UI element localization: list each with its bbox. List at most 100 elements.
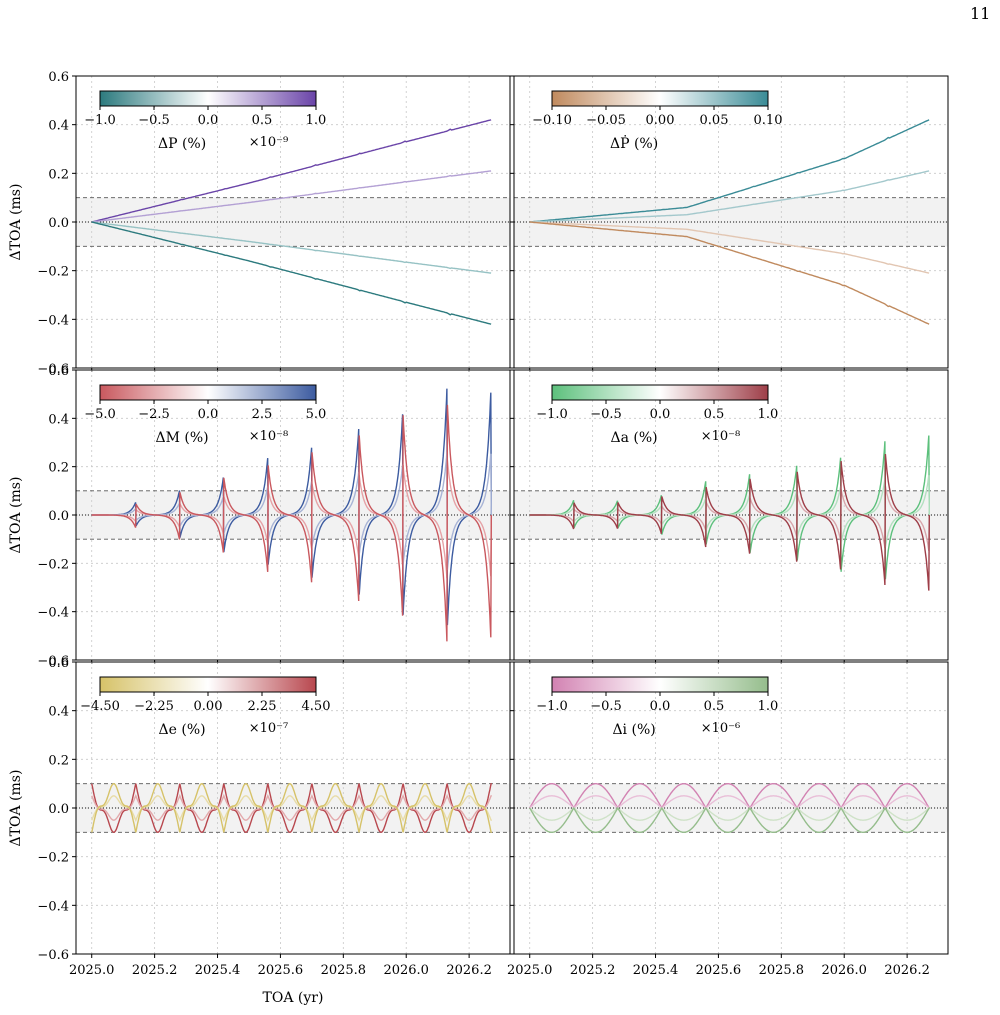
series-line-3 [529, 453, 930, 591]
y-tick-label: −0.2 [37, 265, 69, 280]
colorbar-tick-label: −5.0 [84, 407, 116, 422]
colorbar-tick-label: 0.5 [704, 699, 725, 714]
colorbar-tick-label: 2.25 [248, 699, 277, 714]
y-tick-label: −0.6 [37, 362, 69, 377]
series-line-3 [529, 806, 930, 833]
panel-Pdot: −0.10 −0.05 0.00 0.05 0.10 ΔṖ (%) [510, 75, 949, 372]
panel-e: −0.6 −0.4 −0.2 0.0 0.2 0.4 0.6 2025.0 2025.2 2025… [8, 656, 511, 1006]
x-tick-label: 2025.4 [633, 963, 679, 978]
y-tick-label: 0.2 [48, 461, 69, 476]
panel-a: −1.0 −0.5 0.0 0.5 1.0 Δa (%) ×10⁻⁸ [510, 369, 949, 664]
colorbar-label: Δe (%) [159, 722, 206, 738]
series-line-0 [91, 783, 492, 834]
y-tick-label: 0.0 [48, 802, 69, 817]
series-line-1 [529, 170, 930, 223]
series-group [529, 119, 930, 325]
y-tick-label: 0.6 [48, 364, 69, 379]
colorbar-multiplier: ×10⁻⁶ [701, 721, 741, 736]
y-tick-label: 0.2 [48, 753, 69, 768]
colorbar-tick-label: 0.05 [700, 113, 729, 128]
colorbar-tick-label: 0.0 [198, 113, 219, 128]
x-axis-label: TOA (yr) [263, 990, 324, 1006]
y-tick-label: −0.4 [37, 899, 69, 914]
colorbar-label: Δa (%) [611, 430, 658, 446]
colorbar-label: Δi (%) [612, 722, 655, 738]
colorbar [99, 676, 317, 693]
y-tick-label: 0.4 [48, 119, 69, 134]
colorbar-tick-label: −0.5 [138, 113, 170, 128]
colorbar-tick-label: −1.0 [536, 407, 568, 422]
panel-i: 2025.0 2025.2 2025.4 2025.6 2025.8 2026.0 2026… [507, 661, 949, 978]
series-line-3 [91, 404, 492, 642]
colorbar-tick-label: −1.0 [84, 113, 116, 128]
x-tick-label: 2025.2 [570, 963, 616, 978]
x-tick-label: 2025.8 [759, 963, 805, 978]
x-tick-label: 2025.8 [321, 963, 367, 978]
x-tick-label: 2025.0 [69, 963, 115, 978]
colorbar-tick-label: 0.0 [650, 407, 671, 422]
x-tick-label: 2026.2 [446, 963, 492, 978]
colorbar-tick-label: 0.5 [252, 113, 273, 128]
x-tick-label: 2025.0 [507, 963, 553, 978]
y-tick-label: 0.0 [48, 509, 69, 524]
colorbar-tick-label: 1.0 [306, 113, 327, 128]
colorbar-tick-label: 0.0 [198, 407, 219, 422]
colorbar-tick-label: 5.0 [306, 407, 327, 422]
panel-P: −0.6 −0.4 −0.2 0.0 0.2 0.4 0.6 ΔTOA (ms) −1.0 −0.… [8, 70, 511, 377]
series-line-3 [91, 782, 492, 833]
series-line-0 [91, 119, 492, 223]
y-tick-label: −0.6 [37, 948, 69, 963]
colorbar-tick-label: −2.25 [134, 699, 174, 714]
y-axis-label: ΔTOA (ms) [8, 770, 24, 847]
series-line-2 [91, 221, 492, 274]
colorbar-tick-label: 1.0 [758, 407, 779, 422]
x-tick-label: 2026.0 [383, 963, 429, 978]
x-tick-label: 2025.4 [195, 963, 241, 978]
series-group [91, 388, 492, 642]
colorbar-multiplier: ×10⁻⁸ [701, 429, 741, 444]
series-line-1 [91, 793, 492, 821]
x-tick-label: 2025.6 [258, 963, 304, 978]
series-line-2 [91, 795, 492, 823]
series-line-0 [529, 783, 930, 810]
colorbar-tick-label: −2.5 [138, 407, 170, 422]
y-tick-label: −0.2 [37, 557, 69, 572]
colorbar-multiplier: ×10⁻⁸ [249, 429, 289, 444]
colorbar-tick-label: −4.50 [80, 699, 120, 714]
colorbar-tick-label: 4.50 [302, 699, 331, 714]
series-group [529, 435, 930, 591]
colorbar-label: ΔM (%) [156, 430, 209, 446]
colorbar-tick-label: −0.05 [586, 113, 626, 128]
colorbar-tick-label: 0.00 [646, 113, 675, 128]
x-tick-label: 2025.6 [696, 963, 742, 978]
series-line-2 [529, 807, 930, 821]
colorbar-tick-label: 0.0 [650, 699, 671, 714]
colorbar-tick-label: −0.5 [590, 699, 622, 714]
x-tick-label: 2026.2 [884, 963, 930, 978]
colorbar [99, 90, 317, 107]
series-line-2 [529, 221, 930, 274]
colorbar-tick-label: 1.0 [758, 699, 779, 714]
y-tick-label: 0.0 [48, 216, 69, 231]
series-line-1 [91, 170, 492, 223]
y-tick-label: −0.4 [37, 313, 69, 328]
colorbar-multiplier: ×10⁻⁹ [249, 135, 289, 150]
y-axis-label: ΔTOA (ms) [8, 477, 24, 554]
y-tick-label: −0.2 [37, 851, 69, 866]
colorbar [551, 384, 769, 401]
colorbar-tick-label: 0.5 [704, 407, 725, 422]
colorbar-tick-label: −0.10 [532, 113, 572, 128]
colorbar-multiplier: ×10⁻⁷ [249, 721, 289, 736]
series-group [529, 783, 930, 833]
y-tick-label: 0.4 [48, 412, 69, 427]
colorbar-tick-label: 0.10 [754, 113, 783, 128]
x-tick-label: 2025.2 [132, 963, 178, 978]
series-group [91, 119, 492, 325]
y-tick-label: −0.6 [37, 654, 69, 669]
series-line-3 [529, 221, 930, 325]
page-number: 11 [970, 4, 991, 23]
colorbar [551, 90, 769, 107]
panel-M: −0.6 −0.4 −0.2 0.0 0.2 0.4 0.6 ΔTOA (ms) −5.0 −2.… [8, 364, 511, 669]
y-axis-label: ΔTOA (ms) [8, 184, 24, 261]
